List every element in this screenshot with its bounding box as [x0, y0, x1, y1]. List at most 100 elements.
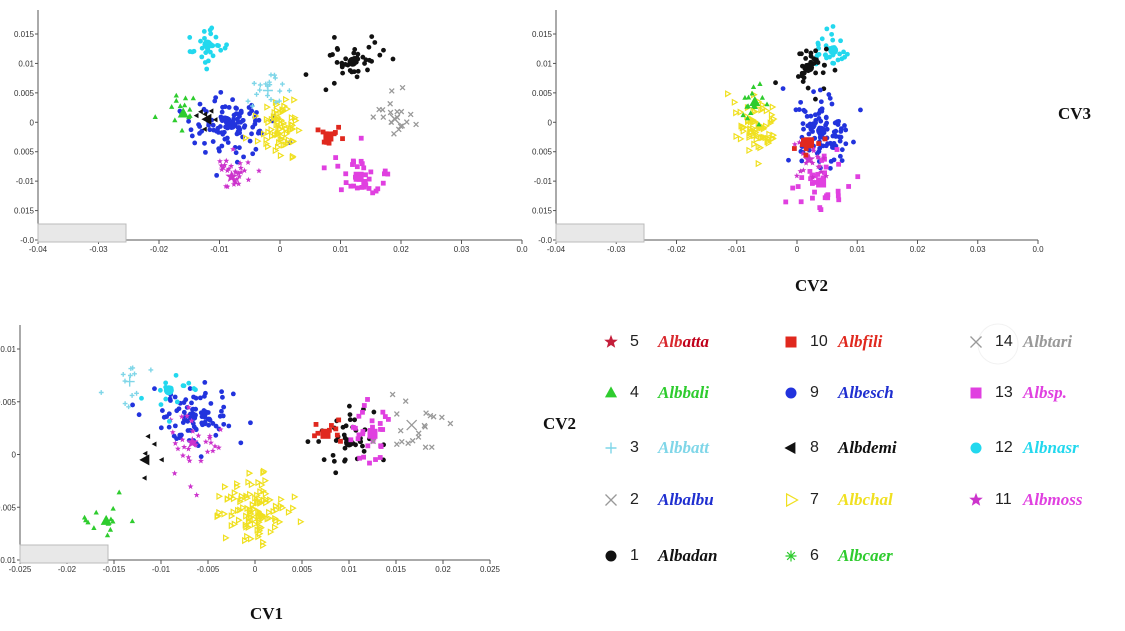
data-point — [347, 412, 353, 418]
data-point — [201, 29, 207, 34]
centroid-marker — [347, 56, 358, 67]
data-point — [759, 133, 766, 142]
data-point — [810, 147, 817, 154]
data-point — [222, 104, 228, 110]
data-point — [181, 102, 188, 108]
data-point — [370, 424, 375, 430]
data-point — [259, 511, 266, 519]
data-point — [289, 125, 297, 133]
data-point — [225, 140, 231, 145]
data-point — [245, 478, 253, 486]
data-point — [371, 409, 377, 415]
data-point — [354, 185, 360, 191]
legend-marker — [784, 441, 796, 455]
legend-label: Albdemi — [838, 438, 897, 458]
data-point — [174, 399, 180, 405]
data-point — [242, 123, 248, 129]
data-point — [245, 159, 251, 165]
data-point — [389, 391, 396, 398]
data-point — [122, 401, 128, 406]
data-point — [813, 70, 819, 76]
data-point — [217, 426, 224, 433]
data-point — [224, 495, 232, 503]
data-point — [791, 141, 798, 147]
data-point — [266, 79, 272, 85]
data-point — [152, 114, 158, 119]
data-point — [221, 421, 227, 427]
data-point — [189, 133, 195, 139]
data-point — [356, 413, 362, 419]
data-point — [177, 103, 183, 109]
data-point — [221, 404, 227, 410]
data-point — [214, 128, 220, 134]
data-point — [841, 49, 846, 55]
data-point — [221, 162, 228, 168]
data-point — [791, 146, 797, 151]
data-point — [139, 395, 144, 401]
data-point — [181, 409, 187, 415]
data-point — [249, 131, 254, 137]
data-point — [292, 116, 300, 125]
data-point — [405, 440, 411, 447]
data-point — [235, 516, 243, 524]
legend-marker — [785, 550, 797, 562]
data-point — [399, 84, 406, 91]
data-point — [393, 441, 400, 448]
data-point — [288, 120, 296, 129]
data-point — [193, 395, 199, 401]
x-tick-label: 0.03 — [454, 245, 470, 254]
data-point — [353, 442, 358, 448]
data-point — [326, 140, 332, 146]
data-point — [822, 170, 828, 176]
centroid-marker — [163, 385, 174, 396]
data-point — [171, 470, 178, 476]
legend-label: Albtari — [1023, 332, 1072, 352]
data-point — [818, 168, 825, 175]
data-point — [388, 88, 395, 94]
data-point — [188, 417, 195, 424]
data-point — [370, 114, 377, 120]
data-point — [168, 398, 173, 403]
centroid-marker — [177, 107, 189, 118]
data-point — [210, 122, 216, 128]
data-point — [354, 74, 360, 80]
data-point — [190, 406, 196, 412]
data-point — [366, 176, 372, 182]
data-point — [199, 128, 205, 134]
data-point — [818, 99, 824, 105]
data-point — [173, 97, 179, 103]
legend-marker-icon — [780, 545, 802, 567]
data-point — [851, 139, 856, 145]
y-tick-label: 0.005 — [532, 89, 553, 98]
data-point — [206, 434, 213, 441]
centroid-marker — [804, 62, 815, 73]
data-point — [816, 141, 822, 146]
data-point — [218, 47, 224, 53]
data-point — [725, 90, 732, 98]
data-point — [176, 406, 182, 412]
data-point — [330, 452, 336, 458]
data-point — [225, 166, 232, 172]
data-point — [768, 117, 776, 125]
x-tick-label: -0.01 — [210, 245, 229, 254]
data-point — [220, 394, 225, 400]
legend-label: Albadan — [658, 546, 718, 566]
data-point — [348, 437, 354, 443]
data-point — [209, 447, 216, 454]
data-point — [284, 105, 291, 113]
centroid-marker — [262, 85, 273, 96]
data-point — [208, 439, 214, 446]
data-point — [365, 443, 371, 449]
data-point — [366, 44, 372, 50]
data-point — [258, 524, 265, 532]
data-point — [815, 60, 821, 65]
centroid-marker — [320, 428, 331, 439]
data-point — [812, 112, 818, 118]
data-point — [219, 109, 225, 115]
data-point — [380, 180, 386, 186]
data-point — [237, 160, 244, 166]
y-tick-label: 0.015 — [14, 207, 35, 216]
data-point — [285, 136, 293, 144]
data-point — [817, 134, 823, 140]
data-point — [181, 383, 187, 389]
